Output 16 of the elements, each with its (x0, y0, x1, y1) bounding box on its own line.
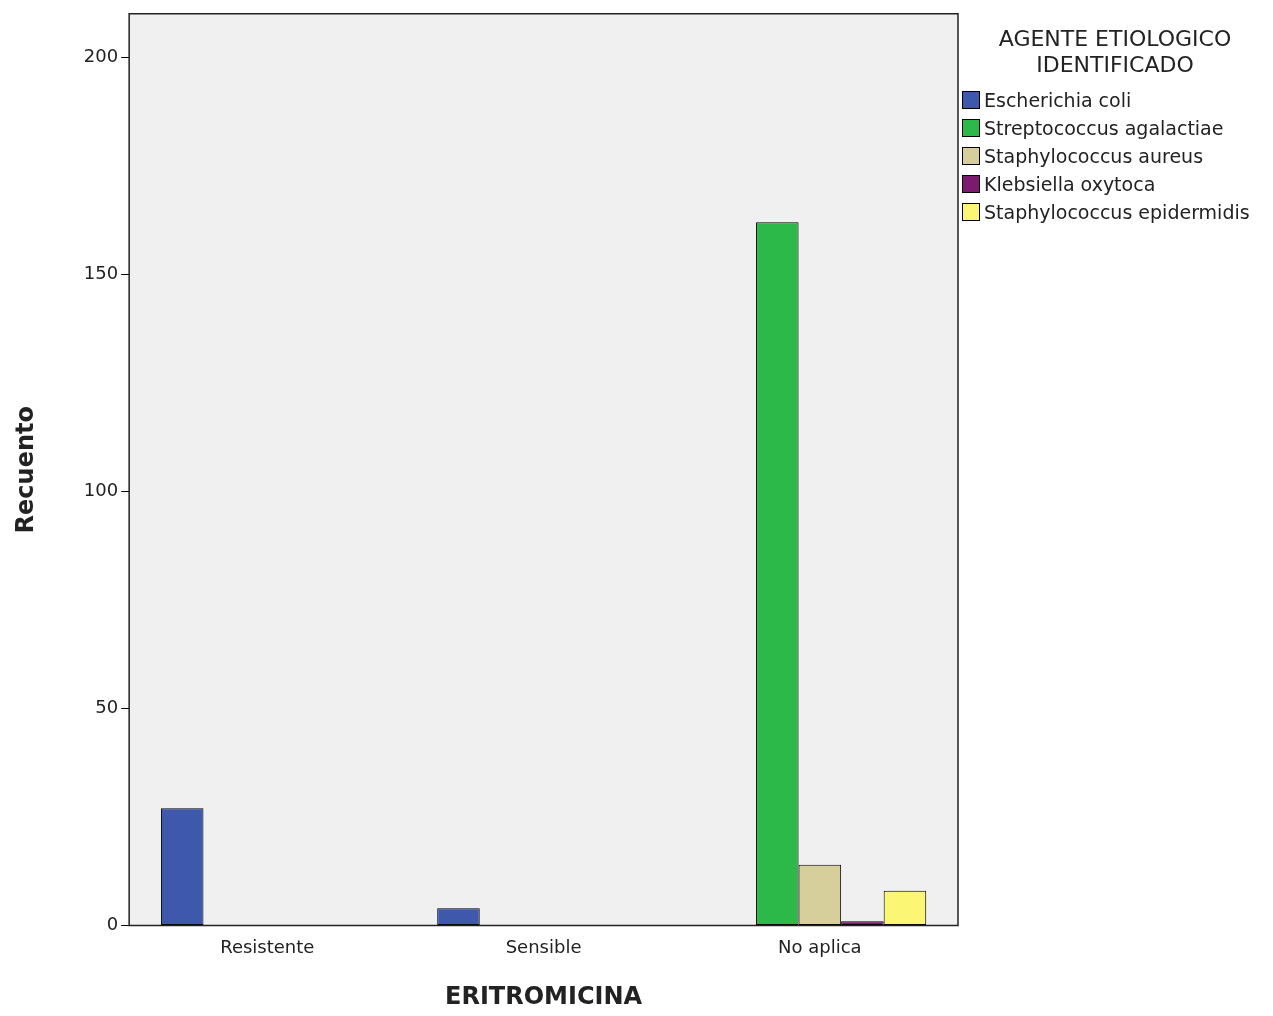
legend-label: Staphylococcus aureus (984, 145, 1204, 167)
legend-label: Escherichia coli (984, 89, 1132, 111)
y-tick-label: 50 (95, 696, 119, 718)
legend-label: Klebsiella oxytoca (984, 173, 1156, 195)
y-tick-label: 0 (106, 913, 119, 935)
y-tick-label: 100 (83, 479, 119, 501)
x-tick-label: No aplica (778, 936, 862, 958)
x-axis-title: ERITROMICINA (445, 981, 643, 1010)
y-tick-label: 150 (83, 261, 119, 283)
legend-label: Streptococcus agalactiae (984, 117, 1224, 139)
y-tick-label: 200 (83, 44, 119, 66)
y-axis-title: Recuento (10, 406, 39, 534)
x-tick-label: Sensible (505, 936, 582, 958)
legend-title: AGENTE ETIOLOGICO IDENTIFICADO (997, 26, 1233, 78)
legend-label: Staphylococcus epidermidis (984, 201, 1250, 223)
x-tick-label: Resistente (220, 936, 315, 958)
